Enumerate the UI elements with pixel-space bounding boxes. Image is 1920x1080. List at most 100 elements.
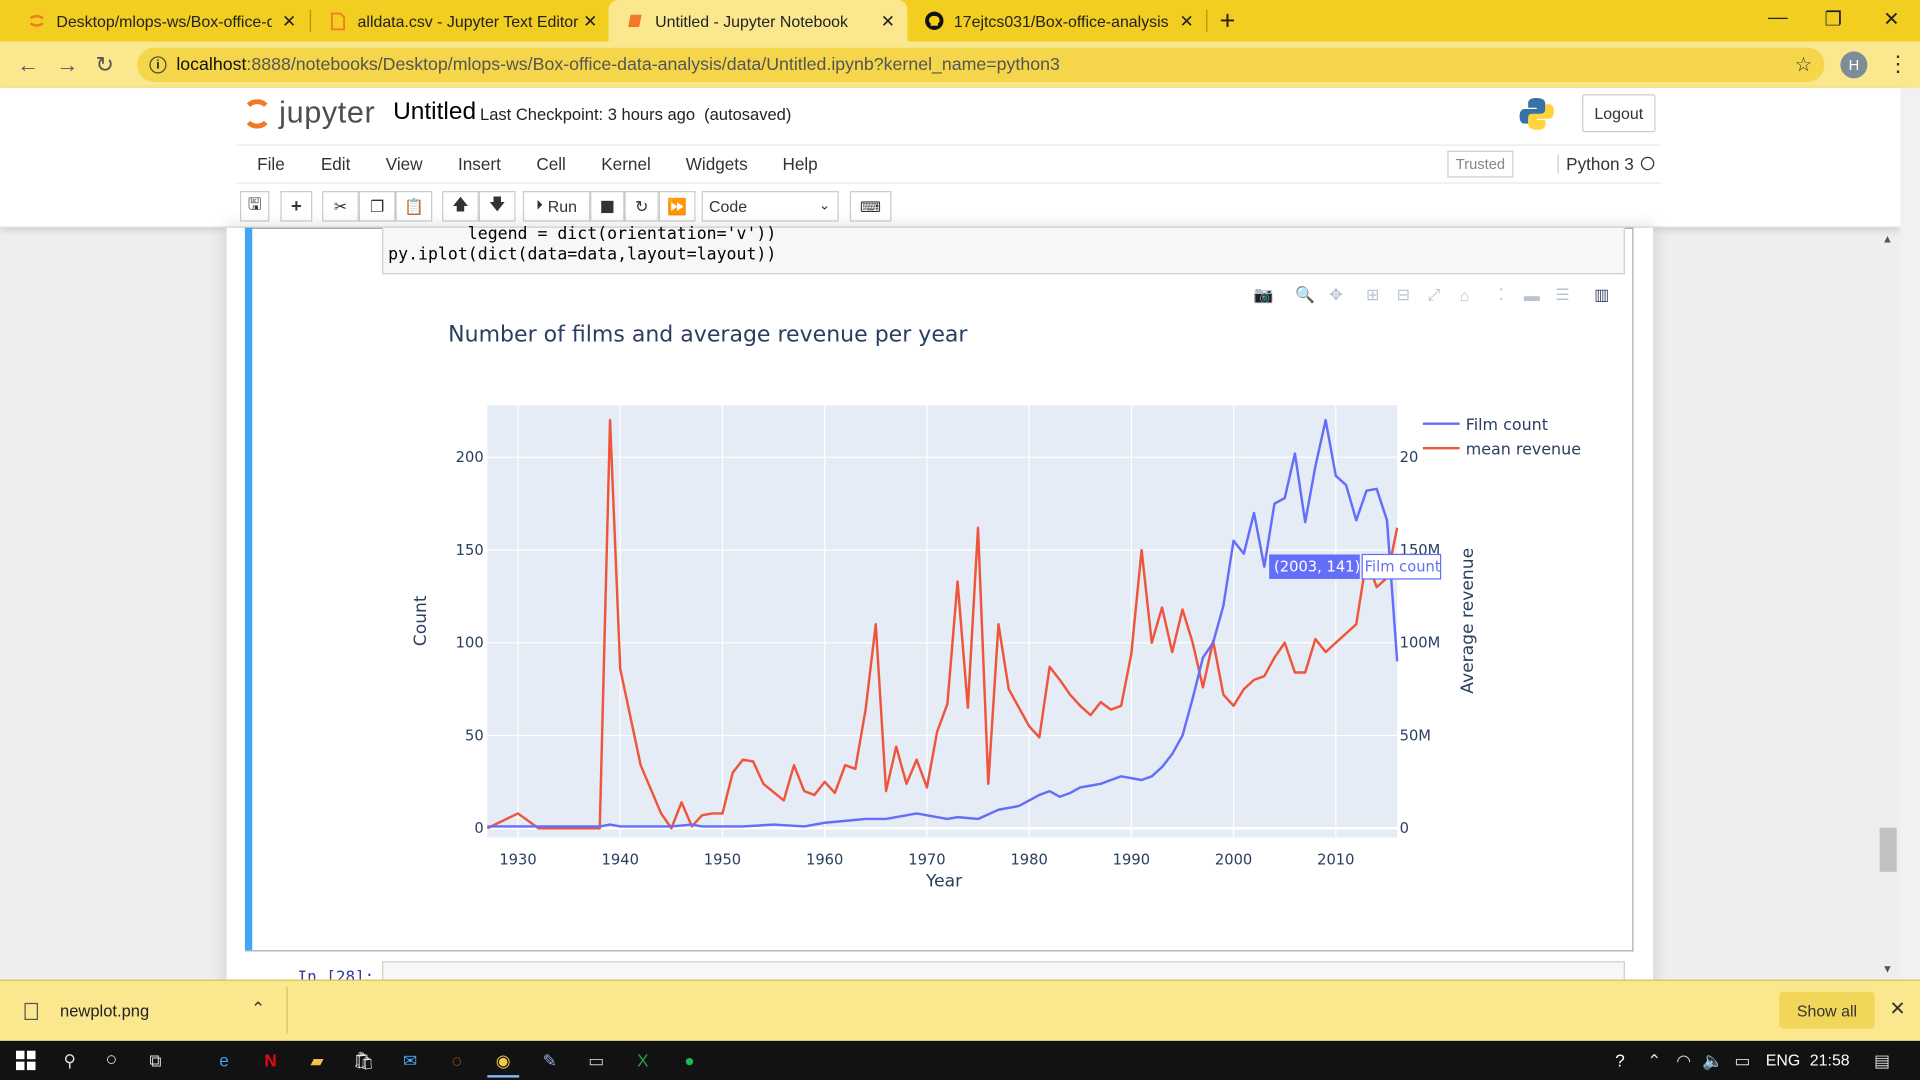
url-host: localhost bbox=[176, 55, 247, 75]
volume-icon[interactable]: 🔈 bbox=[1702, 1050, 1724, 1070]
copy-button[interactable]: ❐ bbox=[358, 191, 396, 222]
scroll-down-icon[interactable]: ▼ bbox=[1882, 962, 1893, 975]
menu-kernel[interactable]: Kernel bbox=[601, 154, 651, 174]
close-tab-icon[interactable]: ✕ bbox=[1179, 11, 1194, 31]
notepad-icon[interactable]: ✎ bbox=[542, 1050, 557, 1070]
code-input[interactable]: legend = dict(orientation='v')) py.iplot… bbox=[382, 224, 1625, 275]
plotly-logo-icon[interactable]: ▥ bbox=[1594, 285, 1610, 304]
scrollbar-thumb[interactable] bbox=[1879, 827, 1897, 872]
autoscale-icon[interactable]: ⤢ bbox=[1427, 285, 1441, 304]
interrupt-button[interactable] bbox=[590, 191, 625, 222]
zoom-icon[interactable]: 🔍 bbox=[1295, 285, 1316, 304]
redo-icon: ↻ bbox=[634, 196, 649, 215]
show-all-button[interactable]: Show all bbox=[1779, 991, 1875, 1029]
hover-closest-icon[interactable]: ▬ bbox=[1523, 285, 1540, 305]
chrome-icon[interactable]: ◉ bbox=[495, 1050, 511, 1070]
camera-icon[interactable]: 📷 bbox=[1253, 285, 1274, 304]
browser-menu-icon[interactable]: ⋮ bbox=[1886, 51, 1909, 76]
menu-edit[interactable]: Edit bbox=[320, 154, 351, 174]
terminal-icon[interactable]: ▭ bbox=[588, 1050, 605, 1070]
reload-icon[interactable]: ↻ bbox=[95, 52, 114, 78]
bookmark-star-icon[interactable]: ☆ bbox=[1794, 55, 1813, 76]
profile-avatar[interactable]: H bbox=[1840, 51, 1868, 79]
tab-github[interactable]: 17ejtcs031/Box-office-analysis ✕ bbox=[907, 0, 1206, 42]
tray-chevron-icon[interactable]: ⌃ bbox=[1647, 1050, 1662, 1070]
cortana-icon[interactable]: ○ bbox=[105, 1049, 118, 1071]
evernote-icon[interactable]: ● bbox=[684, 1050, 695, 1071]
spike-lines-icon[interactable]: ⁚ bbox=[1498, 285, 1504, 304]
maximize-icon[interactable]: ❐ bbox=[1824, 9, 1843, 31]
trusted-badge[interactable]: Trusted bbox=[1447, 150, 1514, 178]
tab-notebook-active[interactable]: Untitled - Jupyter Notebook ✕ bbox=[608, 0, 908, 42]
help-icon[interactable]: ? bbox=[1615, 1050, 1625, 1071]
command-palette-button[interactable]: ⌨ bbox=[849, 191, 892, 222]
scroll-up-icon[interactable]: ▲ bbox=[1882, 232, 1893, 245]
forward-icon[interactable]: → bbox=[56, 52, 79, 78]
logout-button[interactable]: Logout bbox=[1582, 94, 1656, 133]
search-icon[interactable]: ⚲ bbox=[63, 1050, 77, 1070]
y2-axis-label: Average revenue bbox=[1458, 548, 1478, 694]
language-indicator[interactable]: ENG bbox=[1765, 1050, 1801, 1069]
legend[interactable]: Film count mean revenue bbox=[1422, 415, 1581, 458]
plot-background bbox=[487, 405, 1398, 838]
address-bar[interactable]: i localhost:8888/notebooks/Desktop/mlops… bbox=[137, 47, 1825, 83]
insert-cell-button[interactable]: + bbox=[280, 191, 313, 222]
taskbar-clock[interactable]: 21:58 bbox=[1809, 1050, 1850, 1069]
close-tab-icon[interactable]: ✕ bbox=[583, 11, 598, 31]
cut-button[interactable]: ✂ bbox=[322, 191, 359, 222]
reset-axes-icon[interactable]: ⌂ bbox=[1459, 285, 1470, 305]
edge-icon[interactable]: e bbox=[219, 1050, 229, 1071]
restart-button[interactable]: ↻ bbox=[624, 191, 659, 222]
film-count-line[interactable] bbox=[487, 418, 1399, 828]
mail-icon[interactable]: ✉ bbox=[403, 1050, 418, 1070]
back-icon[interactable]: ← bbox=[17, 52, 40, 78]
notifications-icon[interactable]: ▤ bbox=[1873, 1050, 1891, 1070]
close-download-bar-icon[interactable]: ✕ bbox=[1889, 999, 1906, 1021]
menu-view[interactable]: View bbox=[385, 154, 423, 174]
paste-button[interactable]: 📋 bbox=[395, 191, 433, 222]
menu-file[interactable]: File bbox=[257, 154, 285, 174]
download-item[interactable]: newplot.png bbox=[24, 1002, 149, 1020]
y-tick-label: 0 bbox=[474, 820, 483, 837]
menu-cell[interactable]: Cell bbox=[536, 154, 566, 174]
restart-run-all-button[interactable]: ⏩ bbox=[658, 191, 696, 222]
menu-insert[interactable]: Insert bbox=[457, 154, 501, 174]
menu-widgets[interactable]: Widgets bbox=[685, 154, 748, 174]
menu-help[interactable]: Help bbox=[782, 154, 818, 174]
site-info-icon[interactable]: i bbox=[149, 56, 167, 74]
zoom-out-icon[interactable]: ⊟ bbox=[1396, 285, 1410, 304]
notebook-title[interactable]: Untitled bbox=[393, 97, 477, 125]
plot-area[interactable]: 1930 1940 1950 1960 1970 1980 1990 2000 20100501… bbox=[380, 306, 1605, 906]
chevron-up-icon[interactable]: ⌃ bbox=[251, 997, 266, 1018]
task-view-icon[interactable]: ⧉ bbox=[149, 1050, 162, 1070]
wifi-icon[interactable]: ◠ bbox=[1676, 1050, 1692, 1070]
zoom-in-icon[interactable]: ⊞ bbox=[1365, 285, 1380, 304]
legend-label[interactable]: Film count bbox=[1466, 415, 1548, 434]
tab-text-editor[interactable]: alldata.csv - Jupyter Text Editor ✕ bbox=[311, 0, 610, 42]
windows-start-icon[interactable] bbox=[12, 1047, 39, 1074]
close-window-icon[interactable]: ✕ bbox=[1883, 9, 1900, 31]
new-tab-icon[interactable]: + bbox=[1219, 4, 1236, 36]
save-button[interactable]: 🖫 bbox=[240, 191, 270, 222]
store-icon[interactable]: 🛍 bbox=[352, 1050, 375, 1070]
divider bbox=[286, 986, 288, 1034]
run-button[interactable]: ⏵ Run bbox=[522, 191, 591, 222]
page-scrollbar[interactable] bbox=[1900, 88, 1920, 980]
minimize-icon[interactable]: — bbox=[1768, 7, 1788, 29]
excel-icon[interactable]: X bbox=[637, 1050, 649, 1071]
pan-icon[interactable]: ✥ bbox=[1329, 285, 1343, 304]
hover-compare-icon[interactable]: ☰ bbox=[1555, 285, 1570, 304]
move-up-button[interactable]: 🡅 bbox=[442, 191, 479, 222]
netflix-icon[interactable]: N bbox=[264, 1050, 277, 1071]
jupyter-app-icon[interactable]: ◌ bbox=[451, 1050, 462, 1071]
battery-icon[interactable]: ▭ bbox=[1734, 1050, 1751, 1070]
mean-revenue-line[interactable] bbox=[486, 418, 1399, 830]
file-explorer-icon[interactable]: ▰ bbox=[310, 1050, 324, 1070]
cell-type-select[interactable]: Code ⌄ bbox=[701, 191, 839, 222]
close-tab-icon[interactable]: ✕ bbox=[281, 11, 297, 31]
move-down-button[interactable]: 🡇 bbox=[478, 191, 516, 222]
tab-jupyter-tree[interactable]: Desktop/mlops-ws/Box-office-da ✕ bbox=[10, 0, 309, 42]
jupyter-logo[interactable]: jupyter bbox=[242, 96, 375, 132]
close-tab-icon[interactable]: ✕ bbox=[880, 11, 896, 31]
legend-label[interactable]: mean revenue bbox=[1466, 439, 1581, 458]
